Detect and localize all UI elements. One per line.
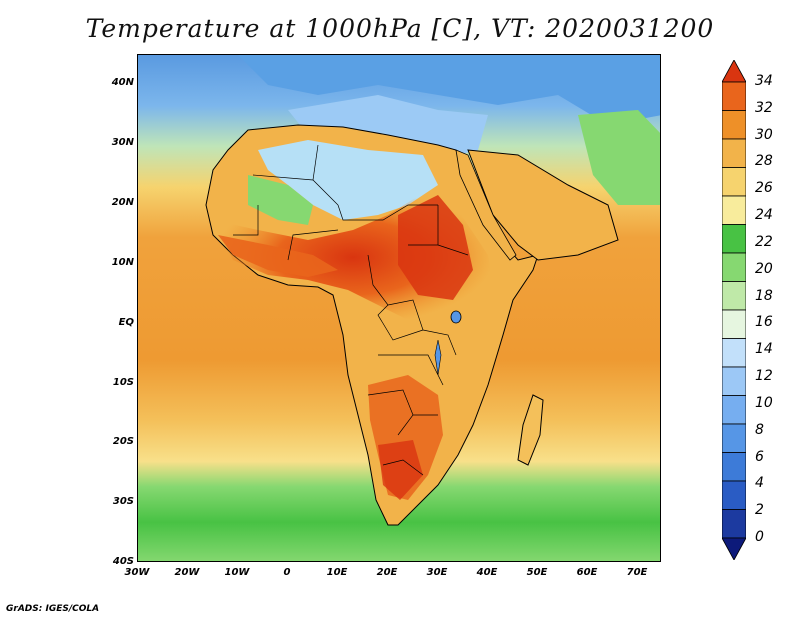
lat-tick-20N: 20N (111, 197, 134, 208)
colorbar-bottom-arrow (722, 537, 746, 560)
colorbar-box (722, 81, 746, 111)
colorbar-box (722, 167, 746, 197)
map-title: Temperature at 1000hPa [C], VT: 20200312… (85, 14, 715, 43)
colorbar-label: 10 (755, 394, 773, 411)
credit-text: GrADS: IGES/COLA (6, 604, 100, 614)
colorbar-label: 0 (755, 529, 764, 545)
colorbar-label: 12 (755, 368, 773, 385)
colorbar-box (722, 252, 746, 282)
colorbar-label: 6 (755, 448, 764, 465)
lon-tick-40E: 40E (476, 567, 498, 578)
lat-tick-10S: 10S (112, 377, 134, 388)
map-plot-area (137, 54, 661, 562)
colorbar-box (722, 395, 746, 425)
lon-tick-20E: 20E (376, 567, 398, 578)
country-borders (233, 144, 469, 476)
lon-tick-0: 0 (283, 567, 291, 578)
colorbar-label: 26 (755, 180, 773, 197)
colorbar-label: 22 (755, 233, 773, 250)
lon-tick-20W: 20W (174, 567, 200, 578)
colorbar-label: 2 (755, 502, 764, 519)
lon-tick-50E: 50E (526, 567, 548, 578)
lat-tick-eq: EQ (118, 317, 134, 328)
lake-victoria (450, 310, 462, 324)
sahara-cool-zone (258, 140, 438, 220)
colorbar-label: 30 (755, 126, 773, 143)
lat-tick-40N: 40N (111, 77, 134, 88)
colorbar-box (722, 480, 746, 510)
colorbar-box (722, 338, 746, 368)
lon-tick-30W: 30W (124, 567, 150, 578)
colorbar-box (722, 366, 746, 396)
colorbar-label: 34 (755, 73, 773, 89)
sudan-hot-core (398, 195, 473, 300)
lon-tick-60E: 60E (576, 567, 598, 578)
colorbar-label: 16 (755, 314, 773, 331)
colorbar-label: 28 (755, 153, 773, 170)
colorbar-label: 4 (755, 475, 764, 492)
west-africa-hot-zone (218, 235, 338, 277)
colorbar-box (722, 138, 746, 168)
red-sea (455, 149, 517, 261)
colorbar (722, 60, 746, 560)
madagascar (517, 394, 544, 466)
colorbar-top-arrow (722, 60, 746, 83)
lat-tick-30N: 30N (111, 137, 134, 148)
colorbar-label: 24 (755, 207, 773, 224)
colorbar-box (722, 423, 746, 453)
kalahari-hot-core (378, 440, 423, 500)
lon-tick-10W: 10W (224, 567, 250, 578)
sahara-green-zone (248, 175, 313, 225)
lon-tick-30E: 30E (426, 567, 448, 578)
lat-tick-40S: 40S (112, 556, 134, 567)
lat-tick-20S: 20S (112, 436, 134, 447)
lat-tick-10N: 10N (111, 257, 134, 268)
lon-tick-70E: 70E (626, 567, 648, 578)
colorbar-box (722, 452, 746, 482)
colorbar-box (722, 195, 746, 225)
arabian-peninsula (467, 149, 619, 261)
europe-cold-zone (238, 55, 660, 125)
colorbar-box (722, 309, 746, 339)
lon-tick-10E: 10E (326, 567, 348, 578)
colorbar-label: 14 (755, 341, 773, 358)
temperature-map (138, 55, 660, 561)
colorbar-label: 8 (755, 421, 764, 438)
colorbar-box (722, 281, 746, 311)
colorbar-box (722, 110, 746, 140)
colorbar-label: 32 (755, 99, 773, 116)
colorbar-box (722, 509, 746, 539)
colorbar-box (722, 224, 746, 254)
colorbar-label: 20 (755, 260, 773, 277)
colorbar-label: 18 (755, 287, 773, 304)
iran-cool-zone (578, 110, 660, 205)
lat-tick-30S: 30S (112, 496, 134, 507)
